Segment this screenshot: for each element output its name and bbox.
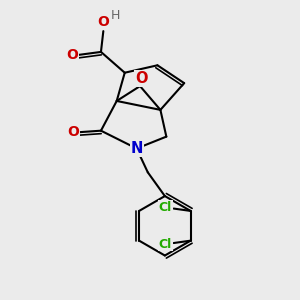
- Text: Cl: Cl: [159, 238, 172, 251]
- Text: O: O: [135, 71, 148, 86]
- Text: O: O: [66, 48, 78, 62]
- Text: H: H: [111, 9, 121, 22]
- Text: O: O: [67, 125, 79, 139]
- Text: O: O: [98, 15, 109, 29]
- Text: N: N: [130, 141, 143, 156]
- Text: Cl: Cl: [159, 201, 172, 214]
